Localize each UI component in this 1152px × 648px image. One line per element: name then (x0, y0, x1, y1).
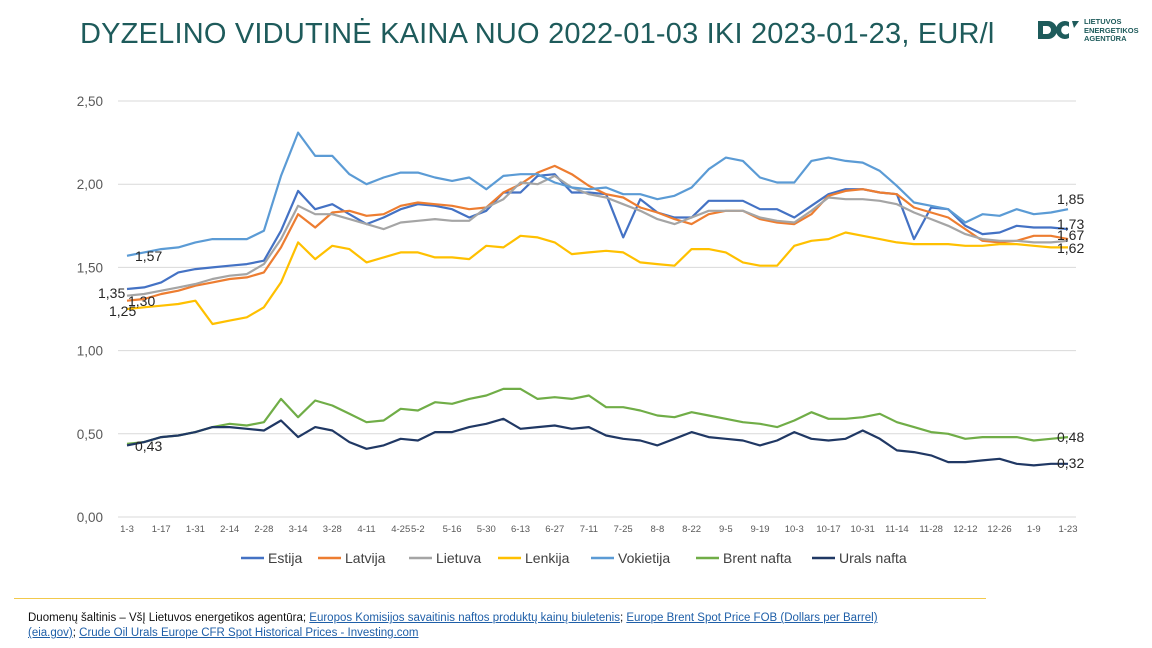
agency-logo: LIETUVOS ENERGETIKOS AGENTŪRA (1036, 16, 1146, 52)
x-tick-label: 10-31 (851, 524, 875, 535)
end-value-label: 1,62 (1057, 240, 1084, 256)
x-tick-label: 5-16 (443, 524, 462, 535)
x-tick-label: 4-25 (391, 524, 410, 535)
x-tick-label: 10-17 (816, 524, 840, 535)
x-tick-label: 12-12 (953, 524, 977, 535)
x-tick-label: 7-11 (580, 524, 598, 535)
legend-label: Urals nafta (839, 550, 907, 566)
x-axis-ticks: 1-3 1-17 1-31 2-14 2-28 3-14 3-28 4-11 4-25 5-2 5-… (120, 524, 1077, 535)
logo-text: LIETUVOS ENERGETIKOS AGENTŪRA (1084, 17, 1139, 43)
x-tick-label: 9-5 (719, 524, 733, 535)
x-tick-label: 3-14 (289, 524, 308, 535)
legend: Estija Latvija Lietuva Lenkija Vokietija Bren… (241, 550, 907, 566)
source-sep: ; (72, 627, 80, 639)
legend-label: Lenkija (525, 550, 570, 566)
start-value-label: 0,43 (135, 438, 162, 454)
x-tick-label: 1-9 (1027, 524, 1041, 535)
series-line-vokietija (126, 131, 1069, 257)
x-tick-label: 2-14 (220, 524, 239, 535)
y-axis-ticks: 0,00 0,50 1,00 1,50 2,00 2,50 (77, 94, 103, 525)
x-tick-label: 1-23 (1058, 524, 1077, 535)
y-tick-label: 0,50 (77, 427, 103, 442)
end-value-label: 1,67 (1057, 227, 1084, 243)
x-tick-label: 9-19 (751, 524, 770, 535)
y-tick-label: 1,00 (77, 344, 103, 359)
series-lines (126, 131, 1069, 467)
source-link-brent[interactable]: Europe Brent Spot Price FOB (Dollars per… (28, 612, 878, 639)
x-tick-label: 3-28 (323, 524, 342, 535)
x-tick-label: 12-26 (987, 524, 1011, 535)
x-tick-label: 11-14 (885, 524, 909, 535)
grid (118, 100, 1076, 518)
legend-label: Vokietija (618, 550, 670, 566)
legend-label: Estija (268, 550, 302, 566)
y-tick-label: 0,00 (77, 510, 103, 525)
x-tick-label: 6-13 (511, 524, 530, 535)
x-tick-label: 6-27 (545, 524, 564, 535)
series-line-latvija (126, 164, 1069, 302)
x-tick-label: 8-22 (682, 524, 701, 535)
source-link-urals[interactable]: Crude Oil Urals Europe CFR Spot Historic… (79, 627, 419, 639)
x-tick-label: 1-3 (120, 524, 134, 535)
end-value-label: 0,32 (1057, 455, 1084, 471)
legend-label: Latvija (345, 550, 386, 566)
legend-label: Brent nafta (723, 550, 792, 566)
end-value-label: 1,85 (1057, 191, 1084, 207)
series-line-brent-nafta (126, 387, 1069, 445)
source-note: Duomenų šaltinis – VšĮ Lietuvos energeti… (28, 611, 928, 641)
end-value-label: 1,73 (1057, 216, 1084, 232)
series-line-estija (126, 173, 1069, 291)
source-divider (14, 598, 986, 599)
start-value-label: 1,30 (128, 293, 155, 309)
x-tick-label: 7-25 (614, 524, 633, 535)
end-value-label: 0,48 (1057, 429, 1084, 445)
data-labels: 1,35 1,73 1,30 1,67 1,25 1,62 1,57 1,85 0,48 0,43… (98, 191, 1084, 471)
x-tick-label: 11-28 (919, 524, 943, 535)
y-tick-label: 1,50 (77, 260, 103, 275)
page-title: DYZELINO VIDUTINĖ KAINA NUO 2022-01-03 I… (80, 18, 995, 50)
start-value-label: 1,25 (109, 303, 136, 319)
x-tick-label: 2-28 (254, 524, 273, 535)
legend-label: Lietuva (436, 550, 481, 566)
x-tick-label: 5-30 (477, 524, 496, 535)
x-tick-label: 5-2 (411, 524, 425, 535)
series-line-lietuva (126, 174, 1069, 297)
start-value-label: 1,57 (135, 248, 162, 264)
y-tick-label: 2,50 (77, 94, 103, 109)
y-tick-label: 2,00 (77, 177, 103, 192)
line-chart: 0,00 0,50 1,00 1,50 2,00 2,50 1-3 1-17 1-31 2-14… (77, 94, 1085, 566)
series-line-lenkija (126, 231, 1068, 326)
start-value-label: 1,35 (98, 285, 125, 301)
series-line-urals-nafta (126, 417, 1068, 467)
lea-logo-icon (1038, 21, 1079, 39)
x-tick-label: 1-17 (152, 524, 171, 535)
x-tick-label: 4-11 (357, 524, 375, 535)
source-sep: ; (619, 612, 627, 624)
x-tick-label: 8-8 (651, 524, 665, 535)
x-tick-label: 1-31 (186, 524, 205, 535)
source-link-ec-bulletin[interactable]: Europos Komisijos savaitinis naftos prod… (309, 612, 620, 624)
x-tick-label: 10-3 (785, 524, 804, 535)
source-prefix: Duomenų šaltinis – VšĮ Lietuvos energeti… (28, 612, 310, 624)
